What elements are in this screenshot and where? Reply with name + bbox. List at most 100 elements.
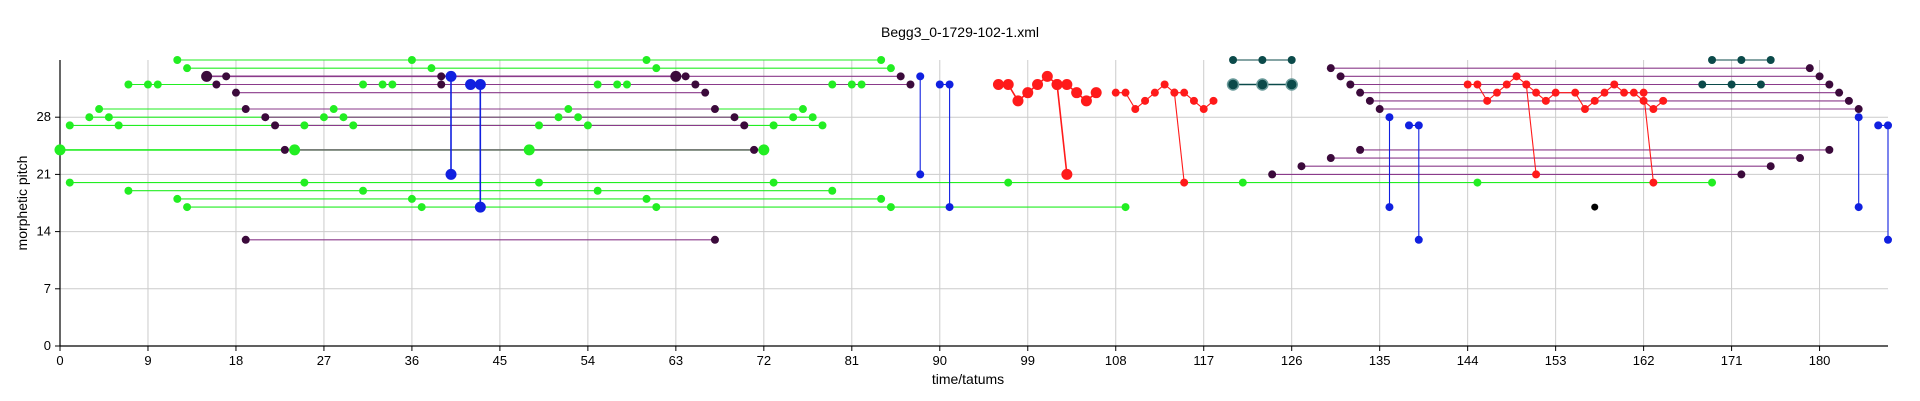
data-point <box>241 105 250 114</box>
data-point <box>1287 56 1296 64</box>
data-point <box>613 80 622 89</box>
data-point <box>1071 87 1083 99</box>
data-point <box>886 203 895 212</box>
data-point <box>445 168 457 180</box>
data-point <box>1121 88 1130 97</box>
data-point <box>1541 96 1550 105</box>
data-point <box>1285 78 1298 91</box>
data-point <box>564 105 573 114</box>
data-point <box>818 121 827 130</box>
data-point <box>1659 96 1668 105</box>
data-point <box>1297 162 1306 171</box>
data-point <box>1356 145 1365 154</box>
data-point <box>289 144 301 156</box>
connection-line <box>1173 92 1185 183</box>
data-point <box>1473 178 1482 187</box>
x-tick-label: 0 <box>56 353 63 368</box>
data-point <box>1141 96 1150 105</box>
data-point <box>1090 87 1102 99</box>
data-point <box>574 113 583 122</box>
data-point <box>945 80 954 89</box>
data-point <box>1365 96 1374 105</box>
data-point <box>730 113 739 122</box>
data-point <box>1121 203 1130 212</box>
data-point <box>280 145 289 154</box>
data-point <box>1610 80 1619 89</box>
data-point <box>349 121 358 130</box>
data-point <box>465 79 477 91</box>
data-point <box>359 80 368 89</box>
data-point <box>173 194 182 203</box>
data-point <box>652 203 661 212</box>
axes: 0 9 18 27 36 45 54 63 72 81 90 99 108 117 126 135 144 153… <box>37 60 1888 368</box>
data-point <box>1854 105 1863 114</box>
x-tick-label: 90 <box>933 353 947 368</box>
data-point <box>1825 80 1834 89</box>
y-tick-label: 14 <box>37 224 51 239</box>
x-tick-label: 27 <box>317 353 331 368</box>
data-point <box>1258 56 1267 64</box>
data-point <box>54 144 66 156</box>
data-point <box>1004 178 1013 187</box>
data-point <box>300 178 309 187</box>
connection-line <box>1878 124 1889 240</box>
data-point <box>212 80 221 89</box>
data-point <box>1405 121 1414 130</box>
data-point <box>388 80 397 89</box>
data-point <box>183 203 192 212</box>
data-point <box>1854 203 1863 212</box>
data-point <box>1571 88 1580 97</box>
data-point <box>670 70 682 82</box>
data-point <box>378 80 387 89</box>
x-tick-label: 81 <box>845 353 859 368</box>
grid <box>59 60 1888 347</box>
data-point <box>261 113 270 122</box>
data-point <box>1180 178 1189 187</box>
data-point <box>1061 168 1073 180</box>
data-point <box>1620 88 1629 97</box>
data-point <box>1532 170 1541 179</box>
data-point <box>1639 88 1648 97</box>
data-point <box>1649 105 1658 114</box>
data-point <box>1590 96 1599 105</box>
data-point <box>1854 113 1863 122</box>
data-point <box>1727 80 1736 89</box>
y-tick-label: 28 <box>37 109 51 124</box>
data-point <box>474 201 486 213</box>
y-tick-label: 7 <box>44 281 51 296</box>
data-point <box>65 121 74 130</box>
data-point <box>1756 80 1765 89</box>
data-point <box>1032 79 1044 91</box>
data-point <box>1815 72 1824 81</box>
data-point <box>769 178 778 187</box>
data-point <box>427 64 436 73</box>
y-tick-label: 21 <box>37 166 51 181</box>
data-point <box>1385 203 1394 212</box>
data-point <box>183 64 192 73</box>
data-point <box>445 70 457 82</box>
data-point <box>945 203 954 212</box>
data-point <box>1825 145 1834 154</box>
data-point <box>992 79 1004 91</box>
data-point <box>1591 203 1599 211</box>
data-point <box>1170 88 1179 97</box>
data-point <box>1375 105 1384 114</box>
data-point <box>1041 70 1053 82</box>
data-point <box>877 194 886 203</box>
data-point <box>1844 96 1853 105</box>
data-point <box>1256 78 1269 91</box>
data-point <box>153 80 162 89</box>
x-tick-label: 162 <box>1633 353 1655 368</box>
data-point <box>1150 88 1159 97</box>
data-point <box>95 105 104 114</box>
data-point <box>1580 105 1589 114</box>
data-point <box>1473 80 1482 89</box>
x-tick-label: 117 <box>1193 353 1214 368</box>
data-point <box>474 79 486 91</box>
data-point <box>828 186 837 195</box>
data-point <box>769 121 778 130</box>
connection-line <box>939 83 951 208</box>
data-point <box>1835 88 1844 97</box>
data-point <box>710 105 719 114</box>
